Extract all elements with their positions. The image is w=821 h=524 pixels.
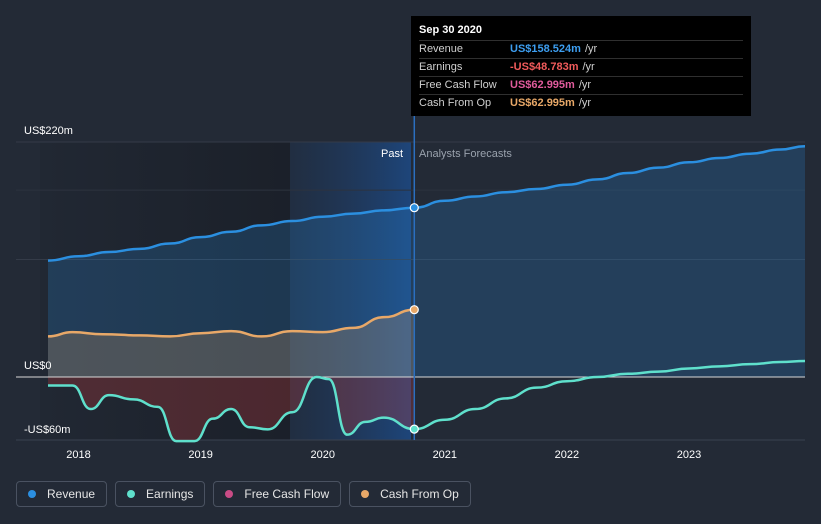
cash-from-op-line bbox=[47, 308, 415, 338]
y-tick-label: -US$60m bbox=[24, 424, 70, 436]
cash-from-op-area bbox=[48, 309, 415, 377]
tooltip-row: Cash From Op US$62.995m/yr bbox=[419, 94, 743, 112]
legend-label: Free Cash Flow bbox=[244, 487, 330, 501]
legend-label: Earnings bbox=[146, 487, 194, 501]
legend-item-cash-from-op[interactable]: Cash From Op bbox=[349, 481, 471, 507]
y-tick-label: US$0 bbox=[24, 360, 52, 372]
earnings-area bbox=[48, 377, 415, 442]
data-tooltip: Sep 30 2020 Revenue US$158.524m/yr Earning… bbox=[411, 16, 751, 116]
tooltip-row-value: US$62.995m bbox=[510, 97, 575, 109]
legend-label: Revenue bbox=[47, 487, 96, 501]
cash-from-op-marker bbox=[409, 305, 419, 315]
tooltip-row-unit: /yr bbox=[584, 43, 598, 55]
tooltip-row: Free Cash Flow US$62.995m/yr bbox=[419, 76, 743, 94]
legend-item-earnings[interactable]: Earnings bbox=[115, 481, 206, 507]
tooltip-row: Revenue US$158.524m/yr bbox=[419, 40, 743, 58]
tooltip-row-value: -US$48.783m bbox=[510, 61, 579, 73]
earnings-marker bbox=[409, 424, 419, 434]
legend-item-revenue[interactable]: Revenue bbox=[16, 481, 108, 507]
tooltip-row-value: US$62.995m bbox=[510, 79, 575, 91]
x-tick-label: 2021 bbox=[433, 449, 457, 461]
tooltip-date: Sep 30 2020 bbox=[419, 24, 482, 36]
forecast-label: Analysts Forecasts bbox=[419, 148, 512, 160]
x-axis-ticks: 2018 2019 2020 2021 2022 2023 bbox=[66, 449, 701, 461]
tooltip-row-unit: /yr bbox=[578, 97, 592, 109]
series-lines bbox=[47, 145, 806, 443]
x-tick-label: 2023 bbox=[677, 449, 701, 461]
revenue-line bbox=[47, 145, 806, 262]
y-tick-label: US$220m bbox=[24, 125, 73, 137]
legend: Revenue Earnings Free Cash Flow Cash From O… bbox=[16, 481, 471, 507]
highlight-band bbox=[290, 142, 411, 440]
past-shade bbox=[40, 142, 290, 440]
legend-item-free-cash-flow[interactable]: Free Cash Flow bbox=[213, 481, 342, 507]
x-tick-label: 2018 bbox=[66, 449, 90, 461]
tooltip-row: Earnings -US$48.783m/yr bbox=[419, 58, 743, 76]
x-tick-label: 2022 bbox=[555, 449, 579, 461]
legend-dot-icon bbox=[225, 490, 234, 498]
earnings-line bbox=[47, 359, 806, 443]
revenue-marker bbox=[409, 203, 419, 213]
tooltip-row-label: Revenue bbox=[419, 43, 464, 55]
x-tick-label: 2019 bbox=[188, 449, 212, 461]
gridlines bbox=[16, 141, 805, 260]
revenue-area bbox=[48, 146, 805, 377]
tooltip-row-label: Free Cash Flow bbox=[419, 79, 497, 91]
y-axis-ticks: US$220m US$0 -US$60m bbox=[24, 125, 73, 436]
tooltip-row-unit: /yr bbox=[578, 79, 592, 91]
tooltip-row-label: Earnings bbox=[419, 61, 463, 73]
tooltip-row-value: US$158.524m bbox=[510, 43, 581, 55]
legend-dot-icon bbox=[127, 490, 136, 498]
tooltip-row-unit: /yr bbox=[582, 61, 595, 73]
legend-label: Cash From Op bbox=[380, 487, 459, 501]
series-areas bbox=[48, 146, 805, 442]
series-markers bbox=[409, 203, 419, 434]
x-tick-label: 2020 bbox=[310, 449, 334, 461]
tooltip-rows: Revenue US$158.524m/yr Earnings -US$48.783m… bbox=[419, 40, 743, 112]
legend-dot-icon bbox=[28, 490, 36, 498]
past-label: Past bbox=[381, 148, 403, 160]
tooltip-row-label: Cash From Op bbox=[419, 97, 492, 109]
legend-dot-icon bbox=[361, 490, 370, 498]
